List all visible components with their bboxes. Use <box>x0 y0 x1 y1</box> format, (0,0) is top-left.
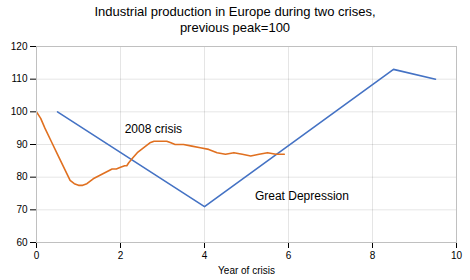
svg-text:80: 80 <box>16 171 28 182</box>
svg-text:90: 90 <box>16 139 28 150</box>
svg-text:10: 10 <box>451 250 463 261</box>
svg-text:Great Depression: Great Depression <box>255 189 349 203</box>
svg-text:70: 70 <box>16 204 28 215</box>
svg-text:60: 60 <box>16 237 28 248</box>
html-text:Industrial production in Europ: Industrial production in Europe during t… <box>94 4 376 35</box>
svg-text:2: 2 <box>118 250 124 261</box>
svg-text:120: 120 <box>11 41 28 52</box>
svg-text:Year of crisis: Year of crisis <box>218 265 275 276</box>
svg-text:110: 110 <box>12 73 28 84</box>
svg-text:6: 6 <box>286 250 292 261</box>
svg-text:4: 4 <box>202 250 208 261</box>
svg-text:8: 8 <box>370 250 376 261</box>
svg-text:2008 crisis: 2008 crisis <box>125 122 182 136</box>
svg-text:0: 0 <box>34 250 40 261</box>
svg-text:100: 100 <box>11 106 28 117</box>
